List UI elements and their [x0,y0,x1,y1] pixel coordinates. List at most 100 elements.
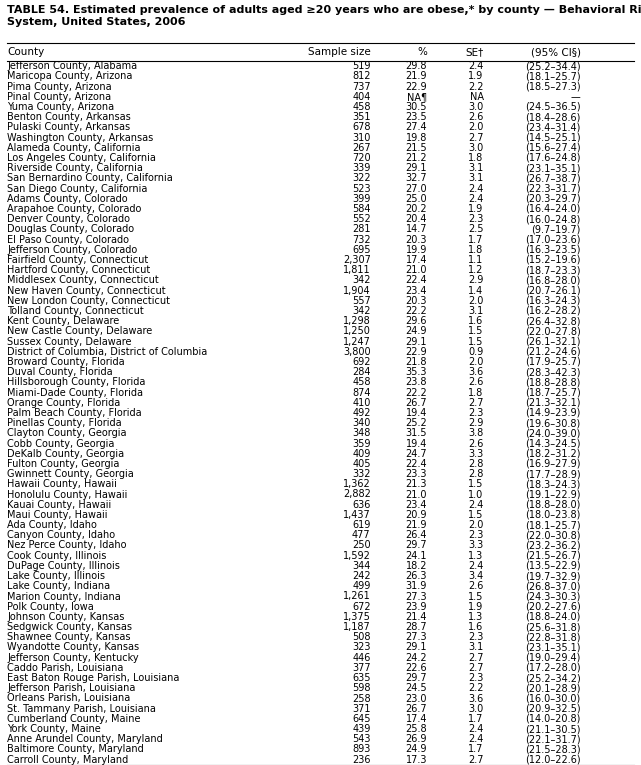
Text: (21.1–30.5): (21.1–30.5) [525,724,581,734]
Text: Kent County, Delaware: Kent County, Delaware [7,316,119,326]
Text: Hawaii County, Hawaii: Hawaii County, Hawaii [7,480,117,490]
Text: 3.8: 3.8 [469,428,483,438]
Text: (14.3–24.5): (14.3–24.5) [525,438,581,448]
Text: 17.4: 17.4 [406,714,427,724]
Text: (25.2–34.2): (25.2–34.2) [525,673,581,683]
Text: 409: 409 [353,449,370,459]
Text: 2.7: 2.7 [468,663,483,673]
Text: New Castle County, Delaware: New Castle County, Delaware [7,327,153,337]
Text: (17.2–28.0): (17.2–28.0) [525,663,581,673]
Text: (16.3–24.3): (16.3–24.3) [526,296,581,306]
Text: 258: 258 [352,694,370,704]
Text: 2.6: 2.6 [468,438,483,448]
Text: 2.7: 2.7 [468,653,483,662]
Text: Lake County, Illinois: Lake County, Illinois [7,571,105,581]
Text: (19.6–30.8): (19.6–30.8) [526,418,581,428]
Text: 3,800: 3,800 [343,347,370,356]
Text: 29.7: 29.7 [406,541,427,551]
Text: 2.6: 2.6 [468,581,483,591]
Text: (18.7–23.3): (18.7–23.3) [525,265,581,275]
Text: 21.5: 21.5 [406,143,427,153]
Text: 619: 619 [353,520,370,530]
Text: %: % [417,47,427,57]
Text: 25.8: 25.8 [406,724,427,734]
Text: 242: 242 [352,571,370,581]
Text: (12.0–22.6): (12.0–22.6) [525,755,581,765]
Text: 812: 812 [352,71,370,81]
Text: Miami-Dade County, Florida: Miami-Dade County, Florida [7,388,143,398]
Text: 2.8: 2.8 [468,469,483,479]
Text: 678: 678 [352,122,370,132]
Text: Duval County, Florida: Duval County, Florida [7,367,113,377]
Text: 14.7: 14.7 [406,224,427,234]
Text: 2.4: 2.4 [468,184,483,194]
Text: 519: 519 [352,61,370,71]
Text: DuPage County, Illinois: DuPage County, Illinois [7,561,120,571]
Text: Cumberland County, Maine: Cumberland County, Maine [7,714,140,724]
Text: 2.4: 2.4 [468,734,483,744]
Text: 874: 874 [352,388,370,398]
Text: Cook County, Illinois: Cook County, Illinois [7,551,106,561]
Text: (16.9–27.9): (16.9–27.9) [525,459,581,469]
Text: 3.1: 3.1 [469,163,483,173]
Text: New London County, Connecticut: New London County, Connecticut [7,296,170,306]
Text: 250: 250 [352,541,370,551]
Text: (25.6–31.8): (25.6–31.8) [525,622,581,632]
Text: Douglas County, Colorado: Douglas County, Colorado [7,224,134,234]
Text: 25.2: 25.2 [405,418,427,428]
Text: 598: 598 [352,683,370,693]
Text: Pinellas County, Florida: Pinellas County, Florida [7,418,122,428]
Text: 1.7: 1.7 [468,744,483,754]
Text: Jefferson County, Alabama: Jefferson County, Alabama [7,61,137,71]
Text: 32.7: 32.7 [406,174,427,184]
Text: (17.7–28.9): (17.7–28.9) [525,469,581,479]
Text: 332: 332 [352,469,370,479]
Text: (16.4–24.0): (16.4–24.0) [526,204,581,214]
Text: 29.6: 29.6 [406,316,427,326]
Text: 543: 543 [352,734,370,744]
Text: Middlesex County, Connecticut: Middlesex County, Connecticut [7,275,159,285]
Text: (19.0–29.4): (19.0–29.4) [526,653,581,662]
Text: (26.7–38.7): (26.7–38.7) [525,174,581,184]
Text: Orange County, Florida: Orange County, Florida [7,398,121,408]
Text: 22.9: 22.9 [406,347,427,356]
Text: (23.2–36.2): (23.2–36.2) [525,541,581,551]
Text: 22.6: 22.6 [406,663,427,673]
Text: (20.1–28.9): (20.1–28.9) [525,683,581,693]
Text: (22.0–27.8): (22.0–27.8) [525,327,581,337]
Text: Maui County, Hawaii: Maui County, Hawaii [7,510,108,520]
Text: (16.8–28.0): (16.8–28.0) [526,275,581,285]
Text: 22.4: 22.4 [406,459,427,469]
Text: 19.9: 19.9 [406,245,427,255]
Text: San Diego County, California: San Diego County, California [7,184,147,194]
Text: (20.3–29.7): (20.3–29.7) [525,194,581,203]
Text: (20.9–32.5): (20.9–32.5) [525,704,581,714]
Text: (17.9–25.7): (17.9–25.7) [525,357,581,367]
Text: 2.0: 2.0 [468,520,483,530]
Text: St. Tammany Parish, Louisiana: St. Tammany Parish, Louisiana [7,704,156,714]
Text: 2.6: 2.6 [468,377,483,387]
Text: 636: 636 [353,500,370,509]
Text: 23.8: 23.8 [406,377,427,387]
Text: 584: 584 [352,204,370,214]
Text: Clayton County, Georgia: Clayton County, Georgia [7,428,126,438]
Text: (13.5–22.9): (13.5–22.9) [525,561,581,571]
Text: 1.9: 1.9 [469,602,483,612]
Text: 23.4: 23.4 [406,500,427,509]
Text: 323: 323 [352,643,370,653]
Text: Nez Perce County, Idaho: Nez Perce County, Idaho [7,541,126,551]
Text: (16.0–30.0): (16.0–30.0) [526,694,581,704]
Text: 2.4: 2.4 [468,561,483,571]
Text: 351: 351 [352,112,370,122]
Text: 19.8: 19.8 [406,132,427,142]
Text: 21.0: 21.0 [406,490,427,500]
Text: 492: 492 [352,408,370,418]
Text: 458: 458 [352,102,370,112]
Text: 24.1: 24.1 [406,551,427,561]
Text: Fairfield County, Connecticut: Fairfield County, Connecticut [7,255,148,265]
Text: 20.3: 20.3 [406,296,427,306]
Text: (14.0–20.8): (14.0–20.8) [526,714,581,724]
Text: (18.2–31.2): (18.2–31.2) [525,449,581,459]
Text: 371: 371 [352,704,370,714]
Text: 1.9: 1.9 [469,204,483,214]
